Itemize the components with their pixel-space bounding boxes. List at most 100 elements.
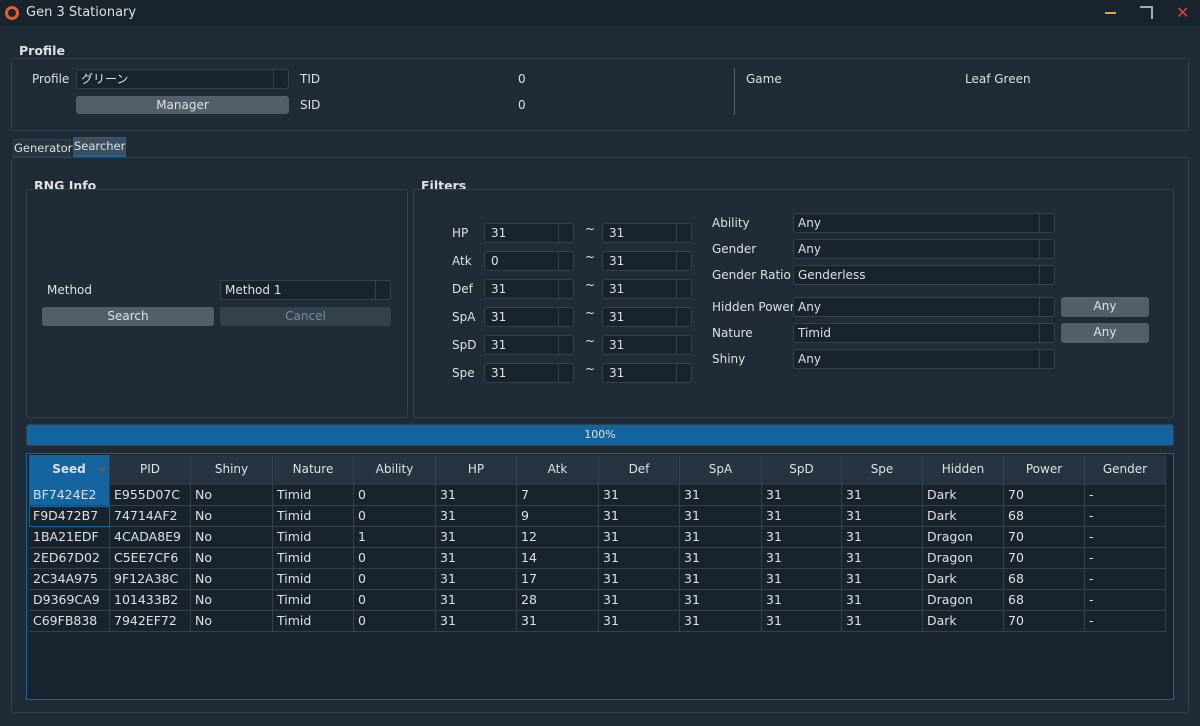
table-cell[interactable]: No xyxy=(191,611,273,632)
table-cell[interactable]: 31 xyxy=(680,485,762,506)
table-cell[interactable]: - xyxy=(1085,506,1166,527)
spin-box[interactable]: 31 xyxy=(484,279,574,299)
spin-box[interactable]: 0 xyxy=(484,251,574,271)
table-cell[interactable]: No xyxy=(191,548,273,569)
table-cell[interactable]: - xyxy=(1085,548,1166,569)
table-cell[interactable]: 31 xyxy=(762,527,842,548)
table-cell[interactable]: Timid xyxy=(273,590,354,611)
column-header[interactable]: PID xyxy=(110,455,191,485)
search-button[interactable]: Search xyxy=(42,307,214,326)
table-cell[interactable]: 0 xyxy=(354,611,436,632)
table-cell[interactable]: Dragon xyxy=(923,590,1004,611)
column-header[interactable]: Spe xyxy=(842,455,923,485)
filter-button[interactable]: Any xyxy=(1061,297,1149,317)
table-cell[interactable]: 68 xyxy=(1004,590,1085,611)
filter-combo[interactable]: Any xyxy=(793,297,1055,317)
table-cell[interactable]: 101433B2 xyxy=(110,590,191,611)
manager-button[interactable]: Manager xyxy=(76,96,289,114)
table-cell[interactable]: Dark xyxy=(923,506,1004,527)
filter-combo[interactable]: Timid xyxy=(793,323,1055,343)
table-cell[interactable]: BF7424E2 xyxy=(29,485,110,506)
table-cell[interactable]: Timid xyxy=(273,611,354,632)
table-cell[interactable]: 17 xyxy=(517,569,599,590)
table-cell[interactable]: 7 xyxy=(517,485,599,506)
column-header[interactable]: Def xyxy=(599,455,680,485)
table-cell[interactable]: 31 xyxy=(517,611,599,632)
column-header[interactable]: SpA xyxy=(680,455,762,485)
table-cell[interactable]: 0 xyxy=(354,569,436,590)
table-cell[interactable]: C69FB838 xyxy=(29,611,110,632)
table-cell[interactable]: 0 xyxy=(354,506,436,527)
filter-button[interactable]: Any xyxy=(1061,323,1149,343)
filter-combo[interactable]: Genderless xyxy=(793,265,1055,285)
table-cell[interactable]: 1BA21EDF xyxy=(29,527,110,548)
table-cell[interactable]: 12 xyxy=(517,527,599,548)
spin-box[interactable]: 31 xyxy=(602,363,692,383)
column-header[interactable]: Gender xyxy=(1085,455,1166,485)
table-cell[interactable]: - xyxy=(1085,569,1166,590)
profile-combo[interactable]: グリーン xyxy=(76,69,289,89)
tab[interactable]: Generator xyxy=(13,139,73,157)
column-header[interactable]: Nature xyxy=(273,455,354,485)
table-cell[interactable]: 0 xyxy=(354,485,436,506)
table-cell[interactable]: 31 xyxy=(762,485,842,506)
table-cell[interactable]: Timid xyxy=(273,569,354,590)
table-cell[interactable]: Timid xyxy=(273,506,354,527)
table-cell[interactable]: - xyxy=(1085,590,1166,611)
column-header[interactable]: Power xyxy=(1004,455,1085,485)
spin-box[interactable]: 31 xyxy=(602,251,692,271)
column-header[interactable]: Atk xyxy=(517,455,599,485)
table-cell[interactable]: Dark xyxy=(923,485,1004,506)
table-cell[interactable]: Dragon xyxy=(923,548,1004,569)
table-cell[interactable]: 7942EF72 xyxy=(110,611,191,632)
filter-combo[interactable]: Any xyxy=(793,213,1055,233)
table-cell[interactable]: 31 xyxy=(842,548,923,569)
spin-box[interactable]: 31 xyxy=(602,279,692,299)
table-cell[interactable]: 31 xyxy=(436,506,517,527)
spin-box[interactable]: 31 xyxy=(484,335,574,355)
table-cell[interactable]: 31 xyxy=(842,485,923,506)
table-cell[interactable]: 4CADA8E9 xyxy=(110,527,191,548)
table-cell[interactable]: 9F12A38C xyxy=(110,569,191,590)
table-cell[interactable]: 31 xyxy=(680,569,762,590)
table-cell[interactable]: 31 xyxy=(599,548,680,569)
table-cell[interactable]: 31 xyxy=(680,590,762,611)
table-cell[interactable]: 31 xyxy=(599,611,680,632)
column-header[interactable]: Ability xyxy=(354,455,436,485)
close-button[interactable]: ✕ xyxy=(1176,3,1190,22)
table-cell[interactable]: 31 xyxy=(762,569,842,590)
table-cell[interactable]: Dark xyxy=(923,611,1004,632)
method-combo[interactable]: Method 1 xyxy=(220,280,391,300)
table-cell[interactable]: 31 xyxy=(599,527,680,548)
table-cell[interactable]: 31 xyxy=(436,569,517,590)
table-cell[interactable]: 31 xyxy=(599,506,680,527)
table-cell[interactable]: 74714AF2 xyxy=(110,506,191,527)
minimize-button[interactable] xyxy=(1105,12,1116,14)
table-cell[interactable]: E955D07C xyxy=(110,485,191,506)
column-header[interactable]: Seed xyxy=(29,455,110,485)
column-header[interactable]: SpD xyxy=(762,455,842,485)
spin-box[interactable]: 31 xyxy=(484,223,574,243)
table-cell[interactable]: No xyxy=(191,569,273,590)
table-cell[interactable]: 14 xyxy=(517,548,599,569)
table-cell[interactable]: 70 xyxy=(1004,548,1085,569)
column-header[interactable]: Shiny xyxy=(191,455,273,485)
table-cell[interactable]: Dark xyxy=(923,569,1004,590)
tab[interactable]: Searcher xyxy=(73,137,126,157)
table-cell[interactable]: 31 xyxy=(842,527,923,548)
table-cell[interactable]: F9D472B7 xyxy=(29,506,110,527)
table-cell[interactable]: 31 xyxy=(436,527,517,548)
table-cell[interactable]: 31 xyxy=(436,485,517,506)
table-cell[interactable]: 2ED67D02 xyxy=(29,548,110,569)
table-cell[interactable]: Dragon xyxy=(923,527,1004,548)
table-cell[interactable]: 1 xyxy=(354,527,436,548)
table-cell[interactable]: 31 xyxy=(762,611,842,632)
table-cell[interactable]: - xyxy=(1085,485,1166,506)
table-cell[interactable]: 31 xyxy=(436,611,517,632)
maximize-button[interactable] xyxy=(1140,6,1153,19)
table-cell[interactable]: 31 xyxy=(599,569,680,590)
table-cell[interactable]: Timid xyxy=(273,485,354,506)
table-cell[interactable]: 70 xyxy=(1004,611,1085,632)
filter-combo[interactable]: Any xyxy=(793,349,1055,369)
table-cell[interactable]: Timid xyxy=(273,548,354,569)
